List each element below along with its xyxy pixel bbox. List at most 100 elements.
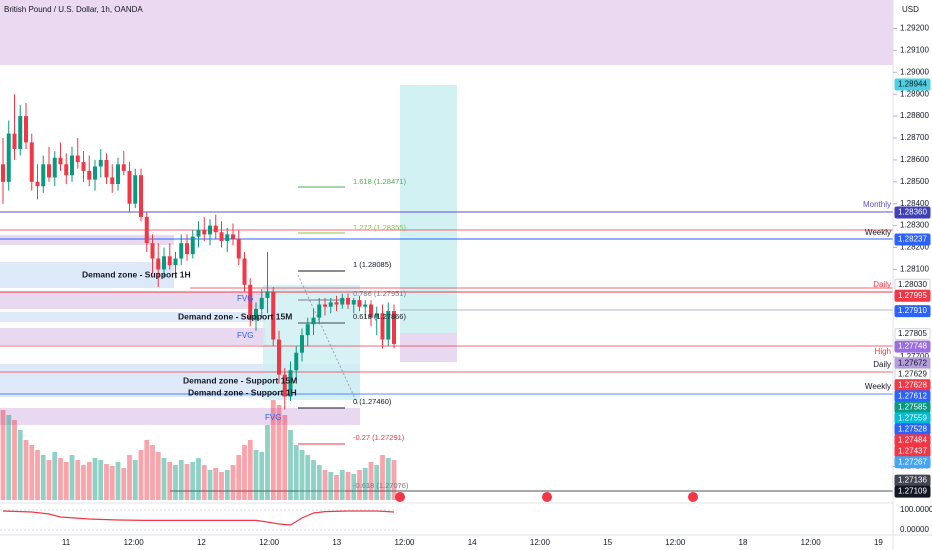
- candle-body: [340, 297, 345, 305]
- x-tick-label: 12:00: [530, 538, 551, 547]
- volume-bar: [86, 462, 92, 500]
- volume-bar: [213, 468, 219, 500]
- volume-bar: [173, 465, 178, 500]
- price-tag-label: 1.28944: [898, 80, 927, 89]
- candle-body: [265, 291, 270, 298]
- zone: [0, 328, 266, 345]
- candle-body: [150, 243, 155, 259]
- fib-label: 1.272 (1.28355): [353, 223, 406, 232]
- fib-label: 0.786 (1.27951): [353, 289, 406, 298]
- fib-label: -0.27 (1.27291): [353, 433, 405, 442]
- volume-bar: [196, 458, 201, 500]
- volume-bar: [17, 430, 23, 500]
- oscillator-line: [2, 510, 395, 526]
- x-tick-label: 12: [197, 538, 206, 547]
- volume-bar: [368, 462, 374, 500]
- x-tick-label: 15: [603, 538, 612, 547]
- y-tick-label: 1.29100: [900, 45, 929, 54]
- candle-body: [64, 164, 69, 176]
- fib-label: 0 (1.27460): [353, 397, 392, 406]
- volume-bar: [144, 440, 150, 500]
- zone: [0, 235, 174, 245]
- volume-bar: [224, 470, 230, 500]
- volume-bar: [58, 458, 63, 500]
- x-tick-label: 12:00: [665, 538, 686, 547]
- level-label: Weekly: [865, 382, 891, 391]
- volume-bar: [345, 472, 351, 500]
- osc-tick-label: 100.00000: [900, 505, 932, 514]
- fib-label: 1.618 (1.28471): [353, 177, 406, 186]
- candle-body: [35, 181, 40, 187]
- volume-bar: [29, 445, 35, 500]
- price-tag: [894, 456, 931, 469]
- candle-body: [369, 304, 373, 318]
- volume-bar: [293, 445, 299, 500]
- y-tick-label: 1.28900: [900, 89, 929, 98]
- price-tag-label: 1.28360: [898, 208, 927, 217]
- price-tag-label: 1.27672: [898, 358, 927, 367]
- volume-bar: [0, 410, 6, 500]
- volume-bar: [167, 462, 173, 500]
- candle-body: [236, 238, 241, 259]
- zone-label: Demand zone - Support 1H: [188, 387, 297, 397]
- volume-bar: [247, 440, 253, 500]
- volume-bar: [322, 470, 328, 500]
- price-tag: [894, 78, 931, 91]
- candle-body: [47, 164, 51, 178]
- volume-bar: [69, 455, 75, 500]
- zone-label: Demand zone - Support 15M: [178, 311, 292, 321]
- fib-label: 1 (1.28085): [353, 260, 392, 269]
- y-tick-label: 1.29000: [900, 67, 929, 76]
- price-tag-label: 1.27528: [898, 424, 927, 433]
- candle-body: [70, 155, 74, 176]
- candle-body: [208, 225, 212, 235]
- demand-zone: [0, 262, 174, 288]
- plot: [0, 94, 397, 526]
- osc-tick-label: 0.00000: [900, 525, 929, 534]
- volume-bar: [351, 474, 357, 500]
- volume-bar: [104, 464, 109, 500]
- candle-body: [380, 313, 385, 340]
- y-tick-label: 1.28600: [900, 155, 929, 164]
- volume-bar: [150, 445, 155, 500]
- candle-body: [392, 311, 396, 344]
- volume-bar: [23, 440, 29, 500]
- price-tag: [894, 340, 931, 353]
- x-tick-label: 12:00: [801, 538, 822, 547]
- x-tick-label: 12:00: [394, 538, 415, 547]
- volume-bar: [219, 472, 224, 500]
- candle-body: [311, 317, 316, 325]
- candle-body: [254, 308, 258, 320]
- volume-bar: [52, 452, 58, 500]
- candle-body: [179, 243, 184, 259]
- event-icon: [395, 492, 405, 502]
- volume-bar: [316, 465, 322, 500]
- candle-body: [156, 258, 161, 270]
- y-tick-label: 1.28400: [900, 199, 929, 208]
- price-tag-label: 1.27437: [898, 446, 927, 455]
- volume-bar: [253, 450, 259, 500]
- volume-bar: [138, 450, 144, 500]
- price-tag-label: 1.27995: [898, 291, 927, 300]
- volume-bar: [259, 452, 265, 500]
- y-tick-label: 1.28700: [900, 133, 929, 142]
- volume-bar: [328, 472, 334, 500]
- x-tick-label: 13: [332, 538, 341, 547]
- candle-body: [294, 352, 299, 371]
- event-icon: [542, 492, 552, 502]
- volume-bar: [362, 468, 368, 500]
- fib-label: 0.618 (1.27866): [353, 312, 406, 321]
- volume-bar: [236, 455, 242, 500]
- volume-bar: [380, 455, 385, 500]
- volume-bar: [98, 460, 104, 500]
- fvg-label: FVG: [237, 294, 253, 303]
- volume-bar: [242, 445, 247, 500]
- event-icon: [688, 492, 698, 502]
- volume-bar: [299, 450, 305, 500]
- candle-body: [282, 374, 287, 397]
- volume-bar: [276, 405, 282, 500]
- price-tag-label: 1.27748: [898, 342, 927, 351]
- fvg-label: FVG: [265, 413, 281, 422]
- x-tick-label: 12:00: [124, 538, 145, 547]
- volume-bar: [391, 460, 397, 500]
